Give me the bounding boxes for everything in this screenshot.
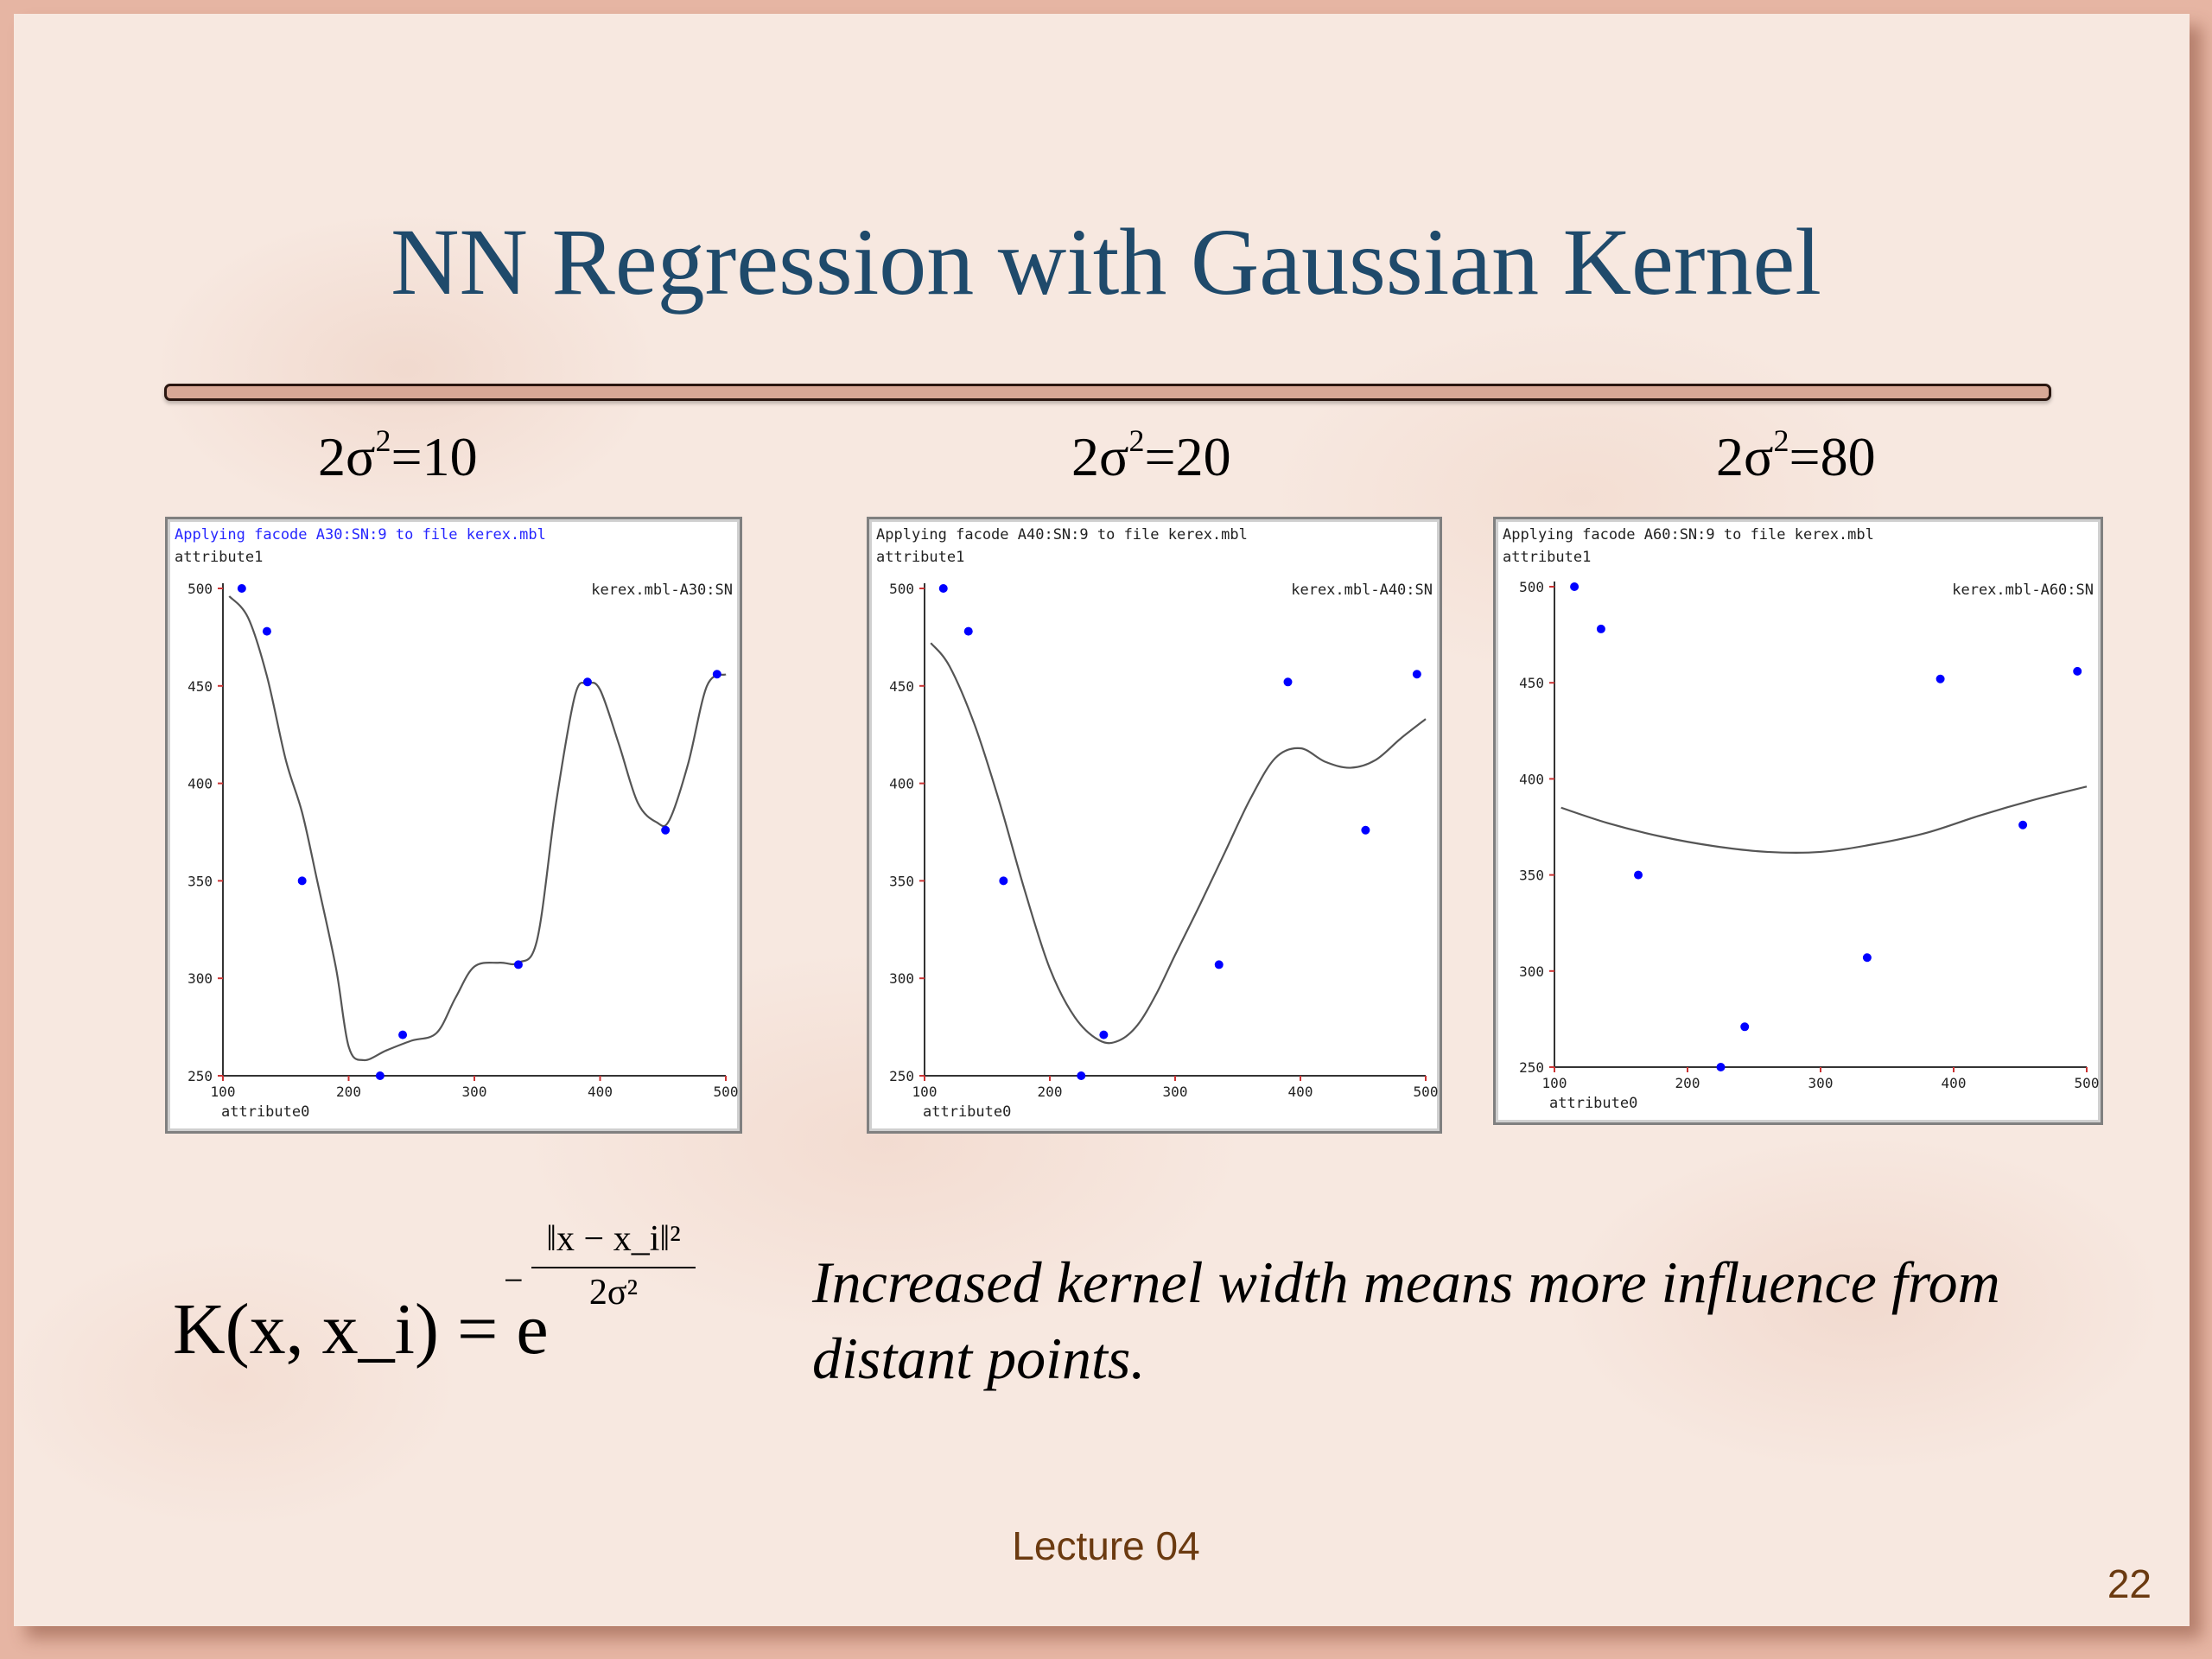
y-tick-label: 500	[889, 581, 914, 597]
data-point	[963, 626, 973, 636]
regression-curve	[1560, 785, 2088, 854]
x-axis-label: attribute0	[221, 1103, 310, 1121]
data-point	[1361, 825, 1370, 835]
panel-3-label: 2σ2=80	[1716, 423, 1876, 487]
data-point	[375, 1071, 385, 1080]
data-point	[1740, 1022, 1750, 1032]
y-tick-label: 300	[1519, 963, 1544, 980]
curve-legend: kerex.mbl-A40:SN	[1291, 582, 1433, 599]
panel-2-label: 2σ2=20	[1071, 423, 1231, 487]
data-point	[1596, 624, 1605, 633]
plot-header: Applying facode A40:SN:9 to file kerex.m…	[876, 526, 1248, 543]
data-point	[237, 584, 246, 593]
y-tick-label: 450	[1519, 675, 1544, 691]
x-axis-label: attribute0	[923, 1103, 1012, 1121]
regression-curve	[930, 642, 1427, 1045]
data-point	[513, 960, 523, 969]
formula-denominator: 2σ²	[588, 1273, 639, 1313]
x-tick-label: 500	[714, 1084, 739, 1100]
data-point	[1283, 677, 1293, 687]
formula-numerator: ‖x − x_i‖²	[546, 1219, 681, 1259]
y-tick-label: 500	[188, 581, 213, 597]
plot-canvas: 250 300 350 400 450 500 100 200 300 400 500	[188, 581, 739, 1100]
data-point	[661, 825, 671, 835]
plot-panel-3: Applying facode A60:SN:9 to file kerex.m…	[1493, 517, 2103, 1125]
x-tick-label: 100	[912, 1084, 938, 1100]
x-tick-label: 400	[1288, 1084, 1313, 1100]
x-tick-label: 100	[211, 1084, 236, 1100]
data-point	[582, 677, 592, 687]
data-point	[712, 670, 721, 679]
kernel-formula: K(x, x_i) = e − ‖x − x_i‖² 2σ²	[173, 1192, 709, 1400]
title-divider	[164, 384, 2051, 401]
y-axis-label: attribute1	[175, 549, 264, 566]
data-point	[1634, 870, 1643, 880]
data-point	[2018, 820, 2028, 830]
regression-curve	[228, 595, 727, 1062]
y-tick-label: 250	[889, 1068, 914, 1084]
data-point	[1099, 1030, 1109, 1039]
data-point	[2073, 666, 2082, 676]
plot-canvas: 250 300 350 400 450 500 100 200 300 400 500	[1519, 579, 2100, 1091]
footer-lecture: Lecture 04	[1012, 1523, 1200, 1568]
y-tick-label: 400	[1519, 771, 1544, 787]
y-axis-label: attribute1	[1503, 549, 1592, 566]
plot-panel-2: Applying facode A40:SN:9 to file kerex.m…	[867, 517, 1442, 1134]
plot-header: Applying facode A30:SN:9 to file kerex.m…	[175, 526, 546, 543]
data-point	[1077, 1071, 1086, 1080]
x-tick-label: 300	[462, 1084, 487, 1100]
x-tick-label: 200	[1675, 1075, 1700, 1091]
data-point	[398, 1030, 408, 1039]
y-tick-label: 300	[889, 970, 914, 987]
data-point	[938, 584, 948, 593]
data-point	[1936, 674, 1945, 683]
plot-header: Applying facode A60:SN:9 to file kerex.m…	[1503, 526, 1874, 543]
x-tick-label: 500	[1414, 1084, 1439, 1100]
y-tick-label: 250	[1519, 1059, 1544, 1076]
formula-fraction-bar	[531, 1267, 696, 1268]
formula-lhs: K(x, x_i) = e	[173, 1289, 549, 1370]
formula-minus-sign: −	[504, 1261, 524, 1300]
slide-title: NN Regression with Gaussian Kernel	[391, 209, 1821, 315]
x-tick-label: 200	[336, 1084, 361, 1100]
x-tick-label: 300	[1163, 1084, 1188, 1100]
curve-legend: kerex.mbl-A60:SN	[1952, 582, 2094, 599]
data-point	[262, 626, 271, 636]
data-point	[999, 876, 1008, 886]
formula-exponent: − ‖x − x_i‖² 2σ²	[504, 1218, 696, 1313]
caption-text: Increased kernel width means more influe…	[812, 1249, 2000, 1391]
y-tick-label: 500	[1519, 579, 1544, 595]
x-tick-label: 100	[1542, 1075, 1567, 1091]
x-tick-label: 200	[1038, 1084, 1063, 1100]
page-number: 22	[2107, 1561, 2152, 1606]
y-tick-label: 450	[889, 678, 914, 695]
data-point	[1412, 670, 1421, 679]
curve-legend: kerex.mbl-A30:SN	[591, 582, 733, 599]
data-point	[297, 876, 307, 886]
x-axis-label: attribute0	[1549, 1095, 1638, 1112]
data-point	[1862, 953, 1872, 963]
y-tick-label: 350	[889, 873, 914, 889]
plot-panel-1: Applying facode A30:SN:9 to file kerex.m…	[165, 517, 742, 1134]
y-tick-label: 350	[188, 873, 213, 889]
x-tick-label: 500	[2075, 1075, 2100, 1091]
y-tick-label: 250	[188, 1068, 213, 1084]
x-tick-label: 400	[1942, 1075, 1967, 1091]
data-point	[1570, 582, 1580, 591]
y-tick-label: 400	[188, 776, 213, 792]
y-tick-label: 350	[1519, 868, 1544, 884]
x-tick-label: 400	[588, 1084, 613, 1100]
y-tick-label: 400	[889, 776, 914, 792]
data-point	[1716, 1063, 1726, 1071]
plot-canvas: 250 300 350 400 450 500 100 200 300 400 500	[889, 581, 1439, 1100]
y-tick-label: 300	[188, 970, 213, 987]
x-tick-label: 300	[1808, 1075, 1834, 1091]
y-axis-label: attribute1	[876, 549, 965, 566]
y-tick-label: 450	[188, 678, 213, 695]
panel-1-label: 2σ2=10	[318, 423, 478, 487]
data-point	[1214, 960, 1224, 969]
